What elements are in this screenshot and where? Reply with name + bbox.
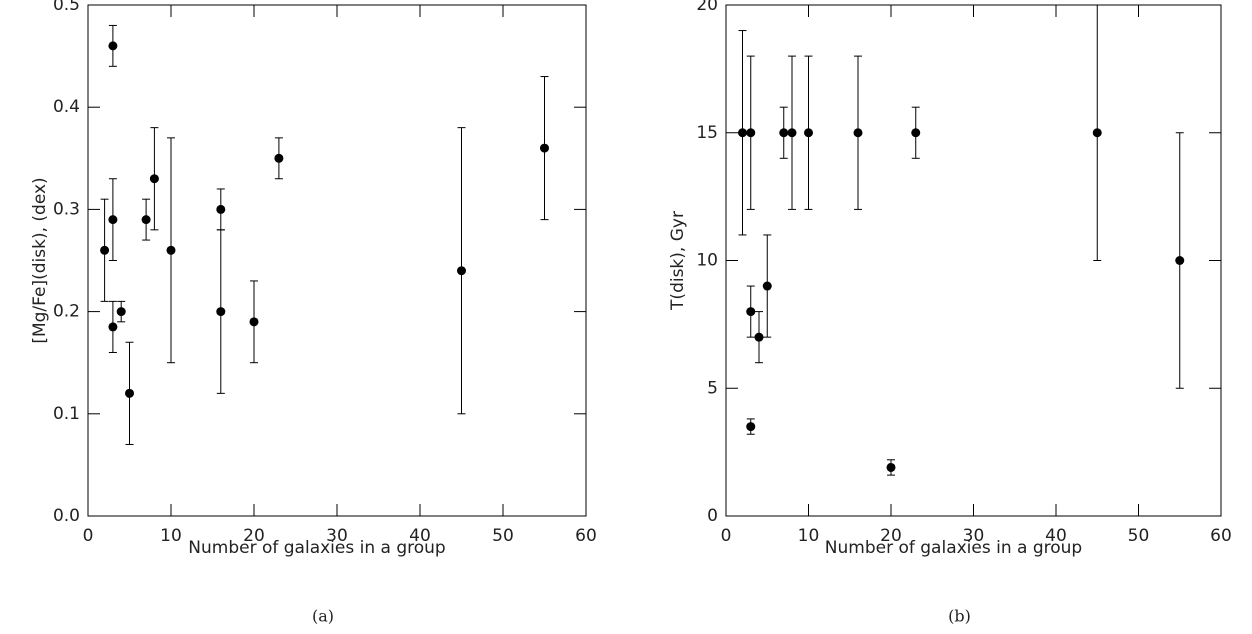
x-tick-label: 60 <box>1210 526 1232 546</box>
y-tick-label: 20 <box>696 0 718 15</box>
y-tick-label: 15 <box>696 123 718 143</box>
data-point <box>1175 256 1185 265</box>
plot-frame <box>725 4 1222 517</box>
x-tick-label: 20 <box>880 526 902 546</box>
caption: (a) <box>312 607 334 626</box>
data-point <box>274 153 284 163</box>
y-tick-label: 0.3 <box>53 199 80 219</box>
data-point <box>886 462 896 472</box>
data-point <box>100 245 110 255</box>
x-tick-label: 20 <box>243 526 265 546</box>
x-axis-label: Number of galaxies in a group <box>825 538 1082 558</box>
y-tick-label: 0.0 <box>53 506 80 526</box>
y-tick-label: 0.1 <box>53 404 80 424</box>
data-point <box>216 204 226 214</box>
x-tick-label: 50 <box>492 526 514 546</box>
y-axis-label: [Mg/Fe](disk), (dex) <box>30 177 50 343</box>
y-tick-label: 5 <box>707 378 718 398</box>
data-point <box>804 128 813 138</box>
data-point <box>746 422 756 432</box>
data-point <box>116 307 126 317</box>
y-tick-label: 0.4 <box>53 97 80 117</box>
x-tick-label: 30 <box>326 526 348 546</box>
data-point <box>754 332 764 342</box>
caption: (b) <box>948 607 971 626</box>
y-tick-label: 0.2 <box>53 302 80 322</box>
y-tick-label: 0.5 <box>53 0 80 15</box>
data-point <box>216 307 226 317</box>
y-tick-label: 10 <box>696 251 718 271</box>
y-tick-label: 0 <box>707 506 718 526</box>
data-point <box>108 41 118 51</box>
data-point <box>108 322 118 332</box>
x-tick-label: 0 <box>83 526 94 546</box>
data-point <box>540 143 549 153</box>
data-point <box>141 215 151 225</box>
y-axis-label: T(disk), Gyr <box>668 211 688 311</box>
data-point <box>166 245 176 255</box>
data-point <box>911 128 921 138</box>
plot-frame <box>87 4 587 517</box>
x-tick-label: 40 <box>409 526 431 546</box>
data-point <box>779 128 789 138</box>
data-point <box>108 215 118 225</box>
x-tick-label: 0 <box>721 526 732 546</box>
x-tick-label: 10 <box>160 526 182 546</box>
data-point <box>738 128 747 138</box>
data-point <box>1092 128 1102 138</box>
data-point <box>457 266 466 276</box>
data-point <box>249 317 259 327</box>
x-axis-label: Number of galaxies in a group <box>188 538 445 558</box>
x-tick-label: 30 <box>963 526 985 546</box>
data-point <box>787 128 797 138</box>
data-point <box>746 307 756 317</box>
data-point <box>762 281 772 291</box>
x-tick-label: 40 <box>1045 526 1067 546</box>
data-point <box>746 128 756 138</box>
x-tick-label: 60 <box>575 526 597 546</box>
x-tick-label: 10 <box>798 526 820 546</box>
x-tick-label: 50 <box>1128 526 1150 546</box>
data-point <box>125 388 134 398</box>
data-point <box>853 128 863 138</box>
data-point <box>149 174 159 184</box>
